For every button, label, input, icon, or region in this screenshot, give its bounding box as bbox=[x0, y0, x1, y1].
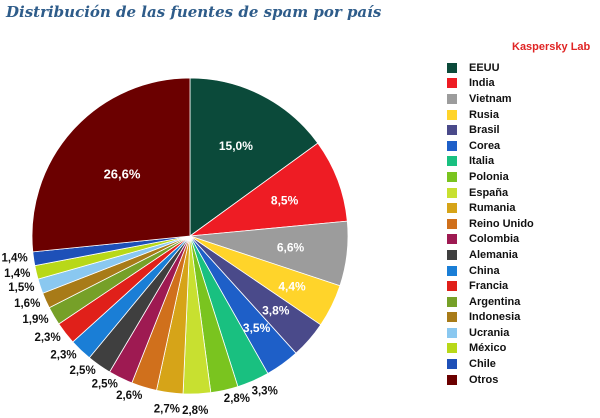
legend-item-polonia: Polonia bbox=[447, 169, 534, 185]
legend-item-ucrania: Ucrania bbox=[447, 325, 534, 341]
slice-label-mexico: 1,4% bbox=[4, 268, 30, 280]
legend-swatch bbox=[447, 296, 457, 307]
slice-label-argentina: 1,9% bbox=[22, 314, 48, 326]
legend-item-alemania: Alemania bbox=[447, 247, 534, 263]
legend-label: Indonesia bbox=[469, 311, 521, 324]
legend-item-vietnam: Vietnam bbox=[447, 91, 534, 107]
slice-label-francia: 2,3% bbox=[34, 332, 60, 344]
legend-label: Reino Unido bbox=[469, 217, 534, 230]
legend-swatch bbox=[447, 93, 457, 104]
legend-item-brasil: Brasil bbox=[447, 122, 534, 138]
legend-label: India bbox=[469, 77, 495, 90]
legend-swatch bbox=[447, 374, 457, 385]
slice-label-indonesia: 1,6% bbox=[14, 298, 40, 310]
legend-swatch bbox=[447, 187, 457, 198]
legend-item-india: India bbox=[447, 76, 534, 92]
legend-item-italia: Italia bbox=[447, 154, 534, 170]
legend-swatch bbox=[447, 359, 457, 370]
legend-swatch bbox=[447, 203, 457, 214]
slice-label-otros: 26,6% bbox=[104, 167, 141, 182]
legend-swatch bbox=[447, 140, 457, 151]
legend-label: China bbox=[469, 264, 500, 277]
slice-label-chile: 1,4% bbox=[1, 253, 27, 265]
legend-label: Italia bbox=[469, 155, 495, 168]
legend-label: Otros bbox=[469, 373, 499, 386]
legend-swatch bbox=[447, 125, 457, 136]
slice-label-india: 8,5% bbox=[271, 193, 299, 207]
legend-item-colombia: Colombia bbox=[447, 232, 534, 248]
legend-label: México bbox=[469, 342, 507, 355]
legend-swatch bbox=[447, 281, 457, 292]
slice-label-rumania: 2,7% bbox=[154, 404, 180, 416]
slice-label-italia: 3,3% bbox=[252, 385, 278, 397]
legend-label: EEUU bbox=[469, 61, 500, 74]
slice-label-rusia: 4,4% bbox=[278, 279, 306, 293]
legend-swatch bbox=[447, 171, 457, 182]
slice-label-ucrania: 1,5% bbox=[8, 282, 34, 294]
legend-item-chile: Chile bbox=[447, 356, 534, 372]
pie-chart: 15,0%8,5%6,6%4,4%3,8%3,5%3,3%2,8%2,8%2,7… bbox=[1, 77, 349, 417]
legend-label: Rusia bbox=[469, 108, 499, 121]
legend-swatch bbox=[447, 343, 457, 354]
legend-label: Vietnam bbox=[469, 92, 512, 105]
slice-label-eeuu: 15,0% bbox=[219, 139, 253, 153]
slice-label-espana: 2,8% bbox=[182, 405, 208, 417]
legend-label: Rumania bbox=[469, 202, 516, 215]
legend-swatch bbox=[447, 62, 457, 73]
slice-label-vietnam: 6,6% bbox=[277, 240, 305, 254]
slice-label-corea: 3,5% bbox=[243, 321, 271, 335]
legend-label: Ucrania bbox=[469, 326, 510, 339]
pie-slice-otros bbox=[31, 77, 191, 253]
legend-label: Alemania bbox=[469, 248, 518, 261]
legend-label: Chile bbox=[469, 358, 496, 371]
slice-label-alemania: 2,5% bbox=[69, 365, 95, 377]
legend-item-rusia: Rusia bbox=[447, 107, 534, 123]
pie-slice-india bbox=[188, 142, 348, 237]
legend-label: España bbox=[469, 186, 509, 199]
legend-item-corea: Corea bbox=[447, 138, 534, 154]
legend-item-espana: España bbox=[447, 185, 534, 201]
legend-label: Colombia bbox=[469, 233, 520, 246]
legend-item-francia: Francia bbox=[447, 278, 534, 294]
legend-item-eeuu: EEUU bbox=[447, 60, 534, 76]
legend-label: Argentina bbox=[469, 295, 521, 308]
slice-label-polonia: 2,8% bbox=[224, 393, 250, 405]
legend-swatch bbox=[447, 327, 457, 338]
legend-item-china: China bbox=[447, 263, 534, 279]
source-label: Kaspersky Lab bbox=[512, 41, 591, 53]
legend-item-rumania: Rumania bbox=[447, 200, 534, 216]
legend-item-indonesia: Indonesia bbox=[447, 310, 534, 326]
slice-label-reino-unido: 2,6% bbox=[116, 390, 142, 402]
legend-label: Polonia bbox=[469, 170, 509, 183]
legend-swatch bbox=[447, 312, 457, 323]
slice-label-brasil: 3,8% bbox=[262, 304, 290, 318]
legend-swatch bbox=[447, 78, 457, 89]
legend-swatch bbox=[447, 109, 457, 120]
pie-slice-eeuu bbox=[189, 77, 319, 237]
legend: EEUU India Vietnam Rusia Brasil Corea Italia Po… bbox=[447, 60, 534, 387]
legend-swatch bbox=[447, 249, 457, 260]
legend-swatch bbox=[447, 234, 457, 245]
chart-title: Distribución de las fuentes de spam por … bbox=[6, 3, 382, 21]
legend-swatch bbox=[447, 265, 457, 276]
legend-label: Francia bbox=[469, 280, 509, 293]
slice-label-colombia: 2,5% bbox=[92, 378, 118, 390]
legend-label: Corea bbox=[469, 139, 501, 152]
slice-label-china: 2,3% bbox=[50, 350, 76, 362]
legend-item-argentina: Argentina bbox=[447, 294, 534, 310]
legend-label: Brasil bbox=[469, 124, 500, 137]
legend-swatch bbox=[447, 218, 457, 229]
legend-item-otros: Otros bbox=[447, 372, 534, 388]
legend-item-reino-unido: Reino Unido bbox=[447, 216, 534, 232]
legend-item-mexico: México bbox=[447, 341, 534, 357]
legend-swatch bbox=[447, 156, 457, 167]
